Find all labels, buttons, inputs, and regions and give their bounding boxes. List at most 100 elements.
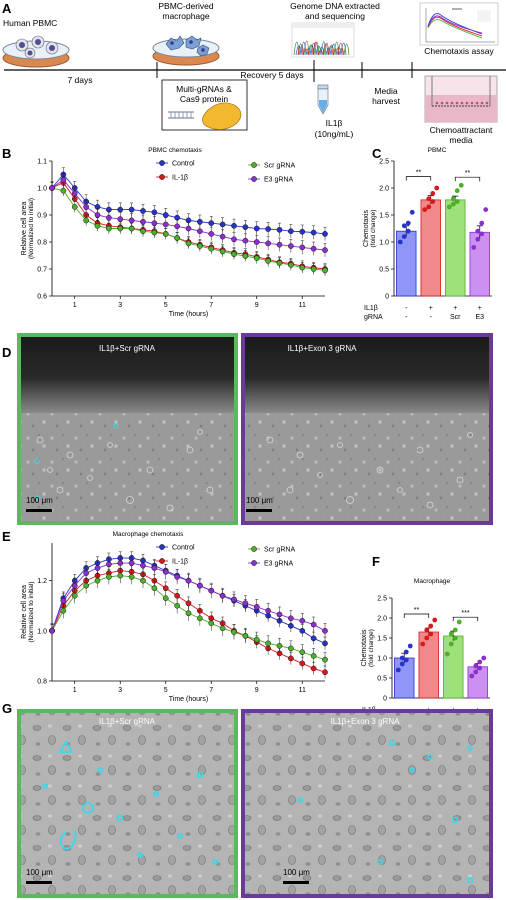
data-point <box>452 635 458 641</box>
data-point <box>106 574 112 580</box>
row-label-grna: gRNA <box>364 314 383 321</box>
micrograph-macro-scr: IL1β+Scr gRNA 100 μm <box>17 709 238 898</box>
panel-c: C PBMC 0 0.5 1.0 1.5 2.0 2.5 Chemotaxis (fold c… <box>363 146 492 321</box>
data-point <box>174 592 180 599</box>
x-tick-label: 7 <box>209 302 213 309</box>
data-point <box>185 240 192 247</box>
x-tick-label: 5 <box>164 687 168 694</box>
data-point <box>128 217 135 224</box>
label-media-harvest-1: Media <box>374 86 397 96</box>
data-point <box>231 251 237 257</box>
data-point <box>299 660 306 667</box>
micrograph-macro-scr-frame <box>17 709 238 898</box>
chromatogram-icon <box>291 22 355 58</box>
panel-g: G IL1β+Scr gRNA 100 μm <box>2 701 493 898</box>
label-recovery: Recovery 5 days <box>240 70 303 80</box>
data-point <box>197 243 203 249</box>
data-point <box>174 235 180 241</box>
data-point <box>174 602 180 609</box>
label-multi-grna-1: Multi-gRNAs & <box>176 84 232 94</box>
y-tick-label: 0.9 <box>37 213 47 220</box>
data-point <box>174 223 180 230</box>
y-tick-label: 2.0 <box>377 616 387 623</box>
data-point <box>208 620 215 627</box>
y-tick-label: 0 <box>385 294 389 301</box>
label-il1b-conc: (10ng/mL) <box>315 129 354 139</box>
data-point <box>276 241 283 248</box>
y-tick-label: 2.5 <box>377 596 387 603</box>
micrograph-e3-frame <box>241 333 493 525</box>
grna-strand-icon <box>168 111 194 119</box>
data-point <box>242 600 249 607</box>
data-point <box>450 201 456 207</box>
data-point <box>162 221 169 228</box>
legend-marker <box>159 174 165 180</box>
data-point <box>405 220 411 226</box>
x-tick-label: 1 <box>73 687 77 694</box>
micrograph-scr-frame <box>17 333 238 525</box>
data-point <box>94 212 101 218</box>
data-point <box>197 228 203 235</box>
data-point <box>128 206 135 213</box>
data-point <box>140 577 146 584</box>
x-tick-label: 5 <box>164 302 168 309</box>
data-point <box>253 636 260 643</box>
panel-b-subtitle: PBMC chemotaxis <box>148 147 202 154</box>
data-point <box>265 240 271 247</box>
data-point <box>399 661 405 667</box>
panel-a-letter: A <box>2 1 12 16</box>
data-point <box>288 243 294 249</box>
data-point <box>117 225 124 232</box>
data-point <box>265 226 271 232</box>
panel-b-letter: B <box>2 146 11 161</box>
data-point <box>162 231 169 237</box>
data-point <box>288 655 294 662</box>
x-tick-label: 1 <box>73 302 77 309</box>
data-point <box>128 574 135 580</box>
significance-label: *** <box>461 610 469 617</box>
data-point <box>452 627 458 633</box>
data-point <box>208 587 215 594</box>
data-point <box>197 615 203 622</box>
data-point <box>253 239 260 245</box>
data-point <box>399 655 405 661</box>
cas9-protein-icon <box>202 102 242 130</box>
panel-e: E Macrophage chemotaxis 0.8 1.0 1.2 1 3 5 7 9 11… <box>2 529 328 703</box>
chart-b: 0.6 0.7 0.8 0.9 1.0 1.1 1 3 5 7 9 11 Time (hours) Rel… <box>21 159 328 318</box>
data-point <box>60 187 67 194</box>
data-point <box>446 204 452 210</box>
data-point <box>117 560 124 566</box>
data-point <box>469 673 475 679</box>
panel-f-subtitle: Macrophage <box>414 578 451 585</box>
y-axis-title: (Normalized to initial) <box>28 581 35 642</box>
data-point <box>401 223 407 229</box>
data-point <box>71 592 78 599</box>
data-point <box>265 258 271 264</box>
data-point <box>265 640 271 647</box>
data-point <box>197 218 203 225</box>
label-genome-2: and sequencing <box>305 11 365 21</box>
micrograph-e3: IL1β+Exon 3 gRNA 100 μm <box>241 333 493 525</box>
data-point <box>117 572 124 579</box>
micrograph-e3-title: IL1β+Exon 3 gRNA <box>288 344 358 353</box>
pbmc-dish-icon <box>2 35 70 68</box>
bar <box>469 231 490 297</box>
data-point <box>242 237 249 244</box>
chart-e: 0.8 1.0 1.2 1 3 5 7 9 11 Time (hours) Relative cel… <box>21 543 328 703</box>
data-point <box>117 206 124 213</box>
legend-label: Scr gRNA <box>264 547 295 554</box>
data-point <box>60 607 67 614</box>
data-point <box>83 570 89 576</box>
data-point <box>162 595 169 602</box>
data-point <box>208 231 215 237</box>
data-point <box>265 607 271 614</box>
data-point <box>448 631 454 637</box>
data-point <box>253 604 260 610</box>
panel-d: D IL1β+Scr gRNA 100 μm <box>2 333 493 525</box>
data-point <box>420 641 426 647</box>
grna-cas9-box: Multi-gRNAs & Cas9 protein <box>161 79 248 131</box>
data-point <box>231 222 237 229</box>
data-point <box>288 228 294 235</box>
data-point <box>106 225 112 232</box>
data-point <box>242 253 249 259</box>
